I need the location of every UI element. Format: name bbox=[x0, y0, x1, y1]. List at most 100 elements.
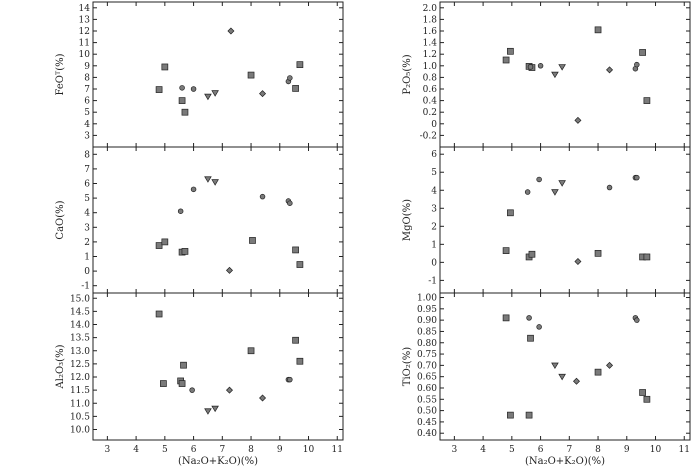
data-point-square bbox=[525, 411, 533, 419]
y-tick-label: 1 bbox=[84, 253, 90, 263]
x-tick-label: 5 bbox=[509, 445, 515, 455]
y-tick-label: 5 bbox=[431, 168, 437, 178]
x-tick-label: 11 bbox=[679, 445, 690, 455]
data-point-triangle bbox=[204, 93, 212, 101]
data-point-triangle bbox=[204, 408, 212, 415]
data-point-square bbox=[292, 246, 299, 254]
y-tick-label: 0.85 bbox=[417, 327, 437, 337]
y-axis-label: P₂O₅(%) bbox=[402, 54, 413, 94]
y-tick-label: 9 bbox=[84, 62, 90, 72]
panel-al2o3: 10.0 10.5 11.0 11.5 12.0 12.5 13.0 13.5 14.0 14.5… bbox=[55, 292, 344, 466]
panel-tio2: 0.400.450.50 0.550.600.65 0.700.750.80 0.85… bbox=[402, 292, 691, 466]
y-tick-label: 0.40 bbox=[417, 429, 437, 439]
x-tick-label: 8 bbox=[248, 445, 254, 455]
data-point-square bbox=[643, 395, 651, 403]
y-tick-label: 3 bbox=[84, 223, 90, 233]
data-point-diamond bbox=[572, 377, 580, 385]
data-point-square bbox=[502, 314, 510, 322]
y-tick-label: 0.70 bbox=[417, 361, 437, 371]
plot-frame bbox=[439, 146, 691, 294]
y-tick-label: -1 bbox=[81, 282, 90, 292]
y-tick-label: 13.5 bbox=[70, 334, 90, 344]
x-tick-label: 9 bbox=[277, 445, 283, 455]
y-tick-label: 12.0 bbox=[70, 373, 90, 383]
data-point-circle bbox=[526, 315, 532, 321]
x-tick-label: 10 bbox=[303, 445, 315, 455]
y-axis-label: Al₂O₃(%) bbox=[55, 344, 66, 389]
data-point-square bbox=[639, 49, 646, 56]
y-tick-label: 0.80 bbox=[417, 339, 437, 349]
y-tick-label: 0.45 bbox=[417, 418, 437, 428]
y-tick-label: 6 bbox=[84, 180, 90, 190]
y-tick-label: 11.5 bbox=[70, 386, 90, 396]
y-axis-label: MgO(%) bbox=[402, 199, 413, 241]
plot-frame bbox=[92, 1, 344, 148]
y-tick-label: 6 bbox=[431, 150, 437, 160]
y-tick-label: 2.0 bbox=[423, 4, 438, 14]
y-tick-label: 15.0 bbox=[70, 294, 90, 304]
data-point-triangle bbox=[204, 176, 212, 183]
y-tick-label: 5 bbox=[84, 194, 90, 204]
data-point-triangle bbox=[558, 64, 566, 71]
x-tick-label: 11 bbox=[332, 445, 343, 455]
y-tick-label: 0.8 bbox=[423, 73, 438, 83]
plot-frame bbox=[92, 292, 344, 441]
data-point-square bbox=[249, 237, 256, 244]
data-point-circle bbox=[536, 176, 542, 183]
data-point-square bbox=[594, 249, 602, 257]
data-point-circle bbox=[287, 75, 293, 81]
y-tick-label: 13.0 bbox=[70, 347, 90, 357]
y-tick-label: 14.5 bbox=[70, 307, 90, 317]
data-point-circle bbox=[189, 387, 195, 393]
y-tick-label: 10.5 bbox=[70, 412, 90, 422]
plot-frame bbox=[92, 146, 344, 294]
y-tick-label: 0.55 bbox=[417, 395, 437, 405]
y-tick-label: 3 bbox=[431, 204, 437, 214]
y-tick-label: 1.2 bbox=[423, 50, 437, 60]
y-tick-label: 12.5 bbox=[70, 360, 90, 370]
y-tick-label: 0.75 bbox=[417, 350, 437, 360]
data-point-square bbox=[507, 47, 514, 55]
data-point-square bbox=[178, 380, 186, 387]
data-point-triangle bbox=[558, 180, 566, 187]
y-tick-label: 8 bbox=[84, 150, 90, 160]
plot-frame bbox=[439, 1, 691, 148]
data-point-square bbox=[181, 248, 189, 255]
y-tick-label: 1 bbox=[431, 240, 437, 250]
y-tick-label: 8 bbox=[84, 73, 90, 83]
data-point-diamond bbox=[606, 66, 614, 74]
y-axis-label: FeOᵀ(%) bbox=[55, 53, 66, 95]
y-tick-label: 4 bbox=[84, 120, 90, 130]
y-tick-label: 2 bbox=[84, 238, 90, 248]
data-point-circle bbox=[179, 85, 185, 91]
x-tick-label: 7 bbox=[566, 445, 572, 455]
y-tick-label: 1.0 bbox=[423, 62, 438, 72]
data-point-circle bbox=[634, 317, 640, 323]
data-point-square bbox=[155, 242, 163, 249]
y-tick-label: 14.0 bbox=[70, 321, 90, 331]
data-point-square bbox=[178, 97, 186, 104]
data-point-diamond bbox=[225, 266, 233, 274]
data-point-circle bbox=[537, 63, 544, 69]
y-tick-label: 7 bbox=[84, 165, 90, 175]
panel-cao: -1 0 1 2 3 4 5 6 7 8 CaO(%) bbox=[55, 146, 344, 294]
data-point-triangle bbox=[551, 189, 559, 196]
data-point-circle bbox=[524, 189, 531, 195]
y-tick-label: -0.2 bbox=[420, 131, 437, 141]
y-tick-label: 2 bbox=[431, 222, 437, 232]
x-tick-label: 10 bbox=[650, 445, 662, 455]
x-tick-label: 6 bbox=[191, 445, 197, 455]
y-tick-label: 4 bbox=[84, 209, 90, 219]
data-point-square bbox=[296, 261, 304, 268]
data-point-square bbox=[643, 253, 651, 261]
x-tick-label: 8 bbox=[595, 445, 601, 455]
data-point-circle bbox=[527, 64, 534, 70]
data-point-triangle bbox=[211, 405, 219, 413]
x-tick-label: 6 bbox=[538, 445, 544, 455]
y-tick-label: 1.6 bbox=[423, 27, 438, 37]
x-tick-label: 4 bbox=[480, 445, 486, 455]
y-tick-label: 1.4 bbox=[423, 39, 438, 49]
x-tick-label: 9 bbox=[624, 445, 630, 455]
